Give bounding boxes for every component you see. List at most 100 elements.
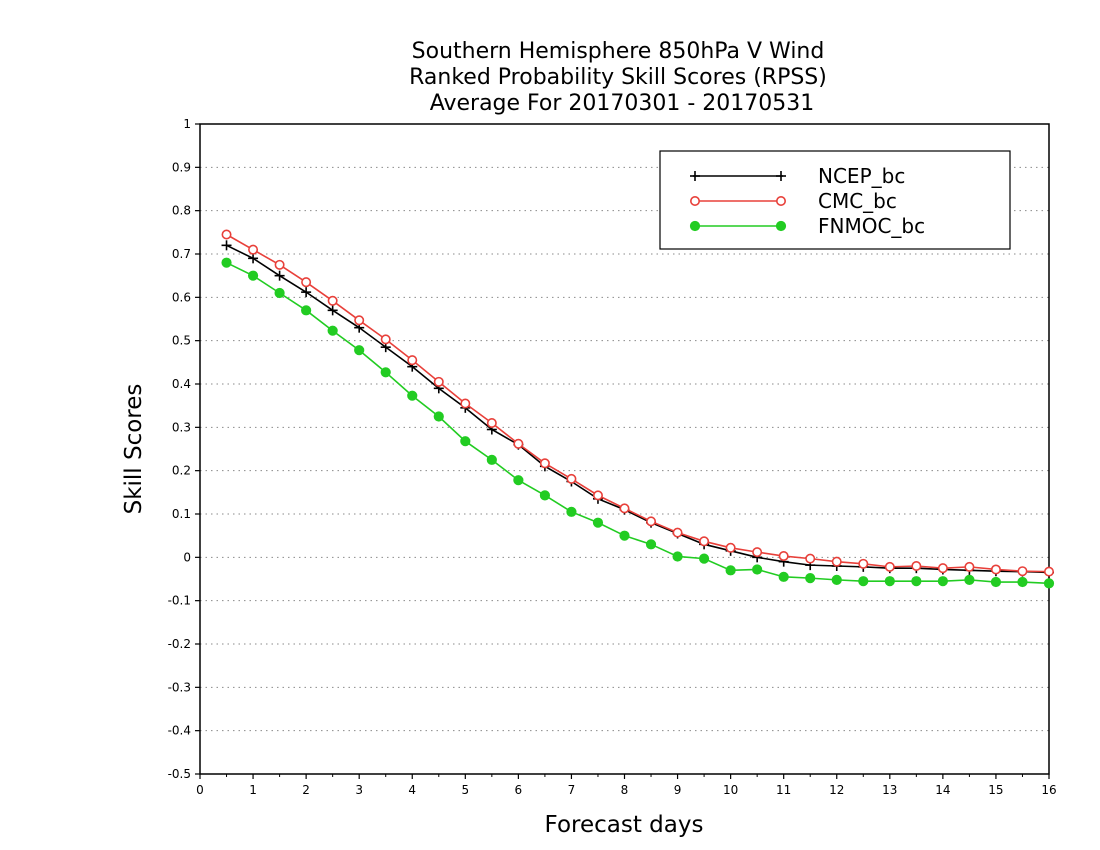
y-tick-label: -0.3	[168, 680, 191, 694]
data-point-fnmoc-bc	[301, 305, 312, 316]
data-point-fnmoc-bc	[831, 574, 842, 585]
data-point-cmc-bc	[539, 458, 550, 469]
x-tick-label: 5	[461, 783, 469, 797]
y-tick-label: 0	[183, 550, 191, 564]
data-point-cmc-bc	[354, 315, 365, 326]
data-point-cmc-bc	[513, 438, 524, 449]
data-series	[221, 229, 1055, 589]
chart-title: Southern Hemisphere 850hPa V Wind Ranked…	[409, 39, 827, 116]
data-point-fnmoc-bc	[990, 576, 1002, 588]
x-tick-label: 13	[882, 783, 897, 797]
data-point-cmc-bc	[778, 551, 789, 562]
data-point-cmc-bc	[221, 229, 232, 240]
legend-label: FNMOC_bc	[818, 214, 925, 238]
series-line-fnmoc-bc	[226, 261, 1050, 585]
x-tick-label: 0	[196, 783, 204, 797]
data-point-fnmoc-bc	[539, 490, 551, 501]
x-tick-label: 4	[408, 783, 416, 797]
chart-title-line-3: Average For 20170301 - 20170531	[430, 91, 815, 116]
data-point-fnmoc-bc	[407, 390, 418, 401]
series-fnmoc-bc	[221, 257, 1055, 589]
data-point-ncep-bc	[301, 287, 312, 298]
y-tick-label: 0.9	[172, 160, 191, 174]
data-point-fnmoc-bc	[592, 517, 604, 528]
data-point-fnmoc-bc	[725, 565, 736, 576]
data-point-ncep-bc	[221, 240, 232, 251]
data-point-fnmoc-bc	[433, 411, 444, 422]
legend-marker	[689, 220, 701, 232]
data-point-fnmoc-bc	[619, 530, 630, 541]
data-point-fnmoc-bc	[937, 576, 948, 587]
y-tick-label: 0.5	[172, 334, 191, 348]
data-point-fnmoc-bc	[486, 454, 497, 465]
data-point-cmc-bc	[460, 398, 471, 409]
data-point-cmc-bc	[858, 558, 869, 569]
x-tick-label: 3	[355, 783, 363, 797]
data-point-cmc-bc	[407, 355, 418, 366]
data-point-cmc-bc	[619, 503, 630, 514]
series-line-cmc-bc	[226, 233, 1050, 573]
data-point-cmc-bc	[327, 295, 338, 306]
y-tick-label: 0.4	[172, 377, 191, 391]
data-point-cmc-bc	[486, 417, 497, 428]
legend-item-ncep-bc: NCEP_bc	[690, 164, 905, 188]
x-axis-label: Forecast days	[545, 812, 704, 838]
y-tick-label: 0.6	[172, 290, 191, 304]
x-tick-label: 15	[988, 783, 1003, 797]
data-point-fnmoc-bc	[1043, 578, 1055, 589]
data-point-fnmoc-bc	[221, 257, 232, 268]
y-tick-label: -0.1	[168, 594, 191, 608]
data-point-fnmoc-bc	[752, 564, 763, 575]
data-point-fnmoc-bc	[247, 270, 259, 281]
data-point-ncep-bc	[248, 253, 259, 264]
y-tick-label: -0.5	[168, 767, 191, 781]
data-point-cmc-bc	[301, 277, 312, 288]
data-point-fnmoc-bc	[805, 573, 816, 584]
x-tick-label: 10	[723, 783, 738, 797]
legend-item-cmc-bc: CMC_bc	[689, 189, 897, 213]
data-point-cmc-bc	[646, 516, 657, 527]
data-point-cmc-bc	[380, 334, 391, 345]
x-tick-label: 11	[776, 783, 791, 797]
data-point-cmc-bc	[752, 547, 763, 558]
data-point-fnmoc-bc	[327, 325, 338, 336]
data-point-fnmoc-bc	[698, 553, 710, 564]
series-line-ncep-bc	[226, 244, 1050, 574]
y-axis: 1 0.9 0.8 0.7 0.6 0.5 0.4 0.3 0.2 0.1 0 -0.1 -0.2 -0.…	[168, 117, 200, 781]
data-point-cmc-bc	[831, 556, 842, 567]
y-tick-label: -0.4	[168, 724, 191, 738]
data-point-cmc-bc	[274, 259, 285, 270]
data-point-cmc-bc	[699, 536, 710, 547]
y-tick-label: 0.2	[172, 464, 191, 478]
data-point-cmc-bc	[672, 527, 683, 538]
legend-marker	[775, 196, 786, 207]
x-tick-label: 8	[621, 783, 629, 797]
legend-marker	[776, 171, 786, 181]
x-tick-label: 6	[515, 783, 523, 797]
chart-title-line-2: Ranked Probability Skill Scores (RPSS)	[409, 65, 827, 90]
data-point-ncep-bc	[274, 270, 285, 281]
data-point-fnmoc-bc	[274, 287, 285, 299]
x-axis: 0 1 2 3 4 5 6 7 8 9 10 11 12 13 14 15 16	[196, 774, 1057, 797]
y-tick-label: 0.3	[172, 420, 191, 434]
series-cmc-bc	[221, 229, 1055, 577]
legend-marker	[690, 171, 700, 181]
data-point-ncep-bc	[327, 305, 338, 316]
data-point-cmc-bc	[433, 376, 444, 387]
data-point-cmc-bc	[725, 542, 736, 553]
data-point-cmc-bc	[884, 561, 895, 572]
data-point-cmc-bc	[592, 490, 603, 501]
y-tick-label: 0.8	[172, 204, 191, 218]
x-tick-label: 14	[935, 783, 950, 797]
data-point-fnmoc-bc	[778, 571, 789, 582]
x-tick-label: 9	[674, 783, 682, 797]
x-tick-label: 2	[302, 783, 310, 797]
data-point-fnmoc-bc	[380, 367, 391, 378]
data-point-fnmoc-bc	[858, 576, 869, 587]
data-point-fnmoc-bc	[354, 345, 365, 356]
data-point-cmc-bc	[990, 564, 1001, 575]
y-tick-label: -0.2	[168, 637, 191, 651]
legend-marker	[775, 220, 787, 232]
data-point-fnmoc-bc	[672, 551, 683, 562]
